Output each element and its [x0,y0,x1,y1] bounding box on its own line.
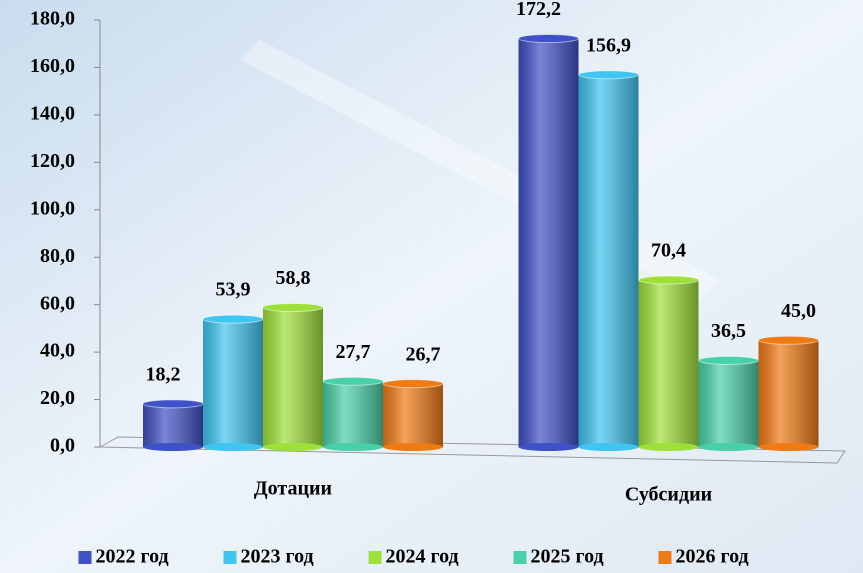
bar-base [699,443,759,451]
value-label: 156,9 [586,34,631,56]
bar-base [759,443,819,451]
bar-shade [519,39,579,447]
chart: 0,0 20,0 40,0 60,0 80,0 100,0 120,0 140,0 160,0 1… [0,0,863,573]
x-tick-label: Дотации [254,478,332,500]
bar-base [263,443,323,451]
legend-label: 2025 год [531,546,604,568]
value-label: 27,7 [336,341,371,363]
bar-cap [323,377,383,385]
y-tick-label: 60,0 [40,292,75,314]
bar-shade [639,280,699,447]
y-tick-label: 20,0 [40,387,75,409]
legend-swatch [659,551,672,564]
y-tick-label: 40,0 [40,340,75,362]
x-tick-label: Субсидии [625,484,712,506]
bar-cap [203,315,263,323]
legend-label: 2026 год [676,546,749,568]
legend-label: 2023 год [241,546,314,568]
bar-cap [759,336,819,344]
legend-label: 2022 год [96,546,169,568]
value-label: 172,2 [516,0,561,20]
bar-base [323,443,383,451]
bar-base [519,443,579,451]
y-tick-label: 0,0 [50,435,75,457]
value-label: 36,5 [711,320,746,342]
legend-swatch [224,551,237,564]
bar-cap [519,35,579,43]
bar-cap [143,400,203,408]
bar-shade [263,308,323,447]
bar-cap [383,380,443,388]
y-tick-label: 160,0 [30,55,75,77]
bar-shade [323,381,383,447]
page: 0,0 20,0 40,0 60,0 80,0 100,0 120,0 140,0 160,0 1… [0,0,863,573]
value-label: 58,8 [276,267,311,289]
value-label: 53,9 [216,279,251,301]
y-tick-label: 80,0 [40,245,75,267]
bar-shade [579,75,639,447]
legend-swatch [514,551,527,564]
bar-shade [759,340,819,447]
y-tick-label: 180,0 [30,8,75,30]
bar-cap [699,356,759,364]
legend-swatch [79,551,92,564]
background [0,0,863,573]
value-label: 26,7 [406,343,441,365]
y-tick-label: 140,0 [30,102,75,124]
bar-base [383,443,443,451]
y-tick-label: 100,0 [30,197,75,219]
bar-base [143,443,203,451]
bar-cap [579,71,639,79]
bar-shade [143,404,203,447]
value-label: 45,0 [781,300,816,322]
bar-shade [203,319,263,447]
bar-base [203,443,263,451]
value-label: 70,4 [651,240,686,262]
bar-shade [699,360,759,447]
y-tick-label: 120,0 [30,150,75,172]
legend-swatch [369,551,382,564]
bar-cap [639,276,699,284]
legend-label: 2024 год [386,546,459,568]
value-label: 18,2 [146,363,181,385]
bar-base [579,443,639,451]
bar-base [639,443,699,451]
bar-cap [263,304,323,312]
bar-shade [383,384,443,447]
